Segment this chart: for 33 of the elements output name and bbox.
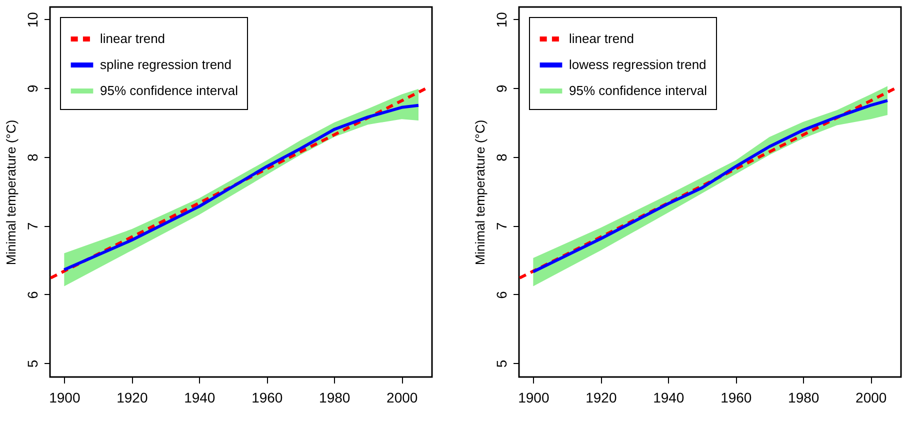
- legend-label: linear trend: [100, 31, 166, 46]
- y-axis-title: Minimal temperature (°C): [472, 120, 488, 266]
- legend-label: 95% confidence interval: [569, 83, 708, 98]
- x-tick-label: 1980: [319, 390, 350, 406]
- x-tick-label: 1980: [788, 390, 820, 406]
- legend-label: spline regression trend: [100, 57, 232, 72]
- y-tick-label: 7: [24, 222, 40, 230]
- x-tick-label: 1960: [720, 390, 752, 406]
- y-tick-label: 8: [24, 153, 40, 162]
- y-tick-label: 9: [24, 84, 40, 93]
- x-tick-label: 1920: [116, 390, 148, 406]
- y-tick-label: 10: [24, 12, 40, 28]
- y-tick-label: 8: [494, 153, 510, 162]
- x-tick-label: 2000: [386, 390, 418, 406]
- x-tick-label: 1900: [518, 390, 550, 406]
- y-tick-label: 7: [494, 222, 510, 230]
- y-tick-label: 9: [494, 84, 510, 93]
- x-tick-label: 1940: [653, 390, 684, 406]
- legend-label: 95% confidence interval: [100, 83, 238, 98]
- y-axis-title: Minimal temperature (°C): [4, 120, 18, 266]
- legend-label: lowess regression trend: [569, 57, 706, 72]
- x-tick-label: 1900: [49, 390, 80, 406]
- x-tick-label: 2000: [856, 390, 887, 406]
- y-tick-label: 10: [494, 12, 510, 28]
- line-series: [62, 104, 420, 272]
- y-tick-label: 5: [494, 360, 510, 368]
- x-tick-label: 1940: [184, 390, 216, 406]
- y-tick-label: 6: [24, 290, 40, 299]
- x-tick-label: 1920: [586, 390, 617, 406]
- y-tick-label: 6: [494, 290, 510, 299]
- x-tick-label: 1960: [252, 390, 283, 406]
- y-tick-label: 5: [24, 360, 40, 368]
- legend-label: linear trend: [569, 31, 634, 46]
